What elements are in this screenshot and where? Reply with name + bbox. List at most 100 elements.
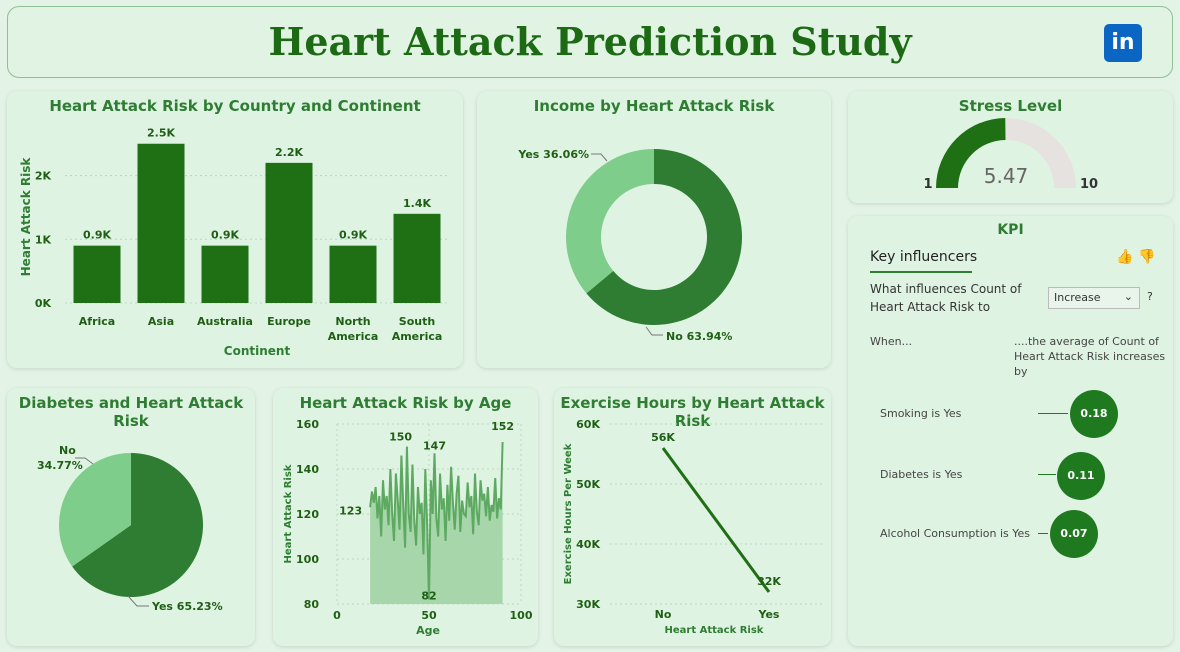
leader-line [127,595,149,607]
avg-label-line2: Heart Attack Risk increases [1014,350,1166,363]
influencer-label[interactable]: Alcohol Consumption is Yes [880,527,1031,540]
header-banner: Heart Attack Prediction Study in [7,6,1173,78]
gauge-min-label: 1 [923,177,932,192]
line-data-label: 32K [757,575,781,588]
bar [265,162,313,303]
bar [393,213,441,303]
pie-slice [72,453,203,597]
gauge-fill [936,118,1006,188]
data-label: 123 [339,504,362,517]
page-title: Heart Attack Prediction Study [268,19,912,64]
y-axis-title: Heart Attack Risk [19,157,33,277]
y-axis-title: Heart Attack Risk [283,464,294,563]
chevron-down-icon: ⌄ [1123,290,1133,303]
data-label: 82 [421,590,436,603]
y-tick-label: 140 [296,463,319,476]
y-tick-label: 100 [296,553,319,566]
gauge-max-label: 10 [1080,177,1098,192]
line-data-label: 56K [651,431,675,444]
help-icon[interactable]: ? [1147,290,1153,303]
x-axis-title: Heart Attack Risk [665,625,764,636]
x-tick-label: America [328,330,379,343]
pie-label-yes: Yes 65.23% [151,600,223,613]
bar [73,245,121,303]
x-axis-title: Age [416,624,440,637]
x-tick-label: 100 [510,609,533,622]
x-tick-label: Asia [148,315,174,328]
y-tick-label: 120 [296,508,319,521]
influencer-label[interactable]: Diabetes is Yes [880,468,963,481]
pie-slice [59,453,131,567]
y-tick-label: 160 [296,418,319,431]
influencer-bubble[interactable]: 0.18 [1070,390,1118,438]
donut-label-yes: Yes 36.06% [517,148,589,161]
when-label: When... [870,335,913,348]
leader-line [591,153,608,162]
avg-label-line1: ....the average of Count of [1014,335,1159,348]
data-label: 150 [389,431,412,444]
increase-dropdown[interactable]: Increase ⌄ [1048,287,1140,309]
country-chart-card: Heart Attack Risk by Country and Contine… [7,91,463,368]
y-tick-label: 80 [304,598,320,611]
thumbs-down-icon[interactable]: 👎 [1138,249,1156,265]
x-tick-label: Australia [197,315,253,328]
age-chart-title: Heart Attack Risk by Age [299,394,512,412]
bar-data-label: 2.2K [275,146,303,159]
y-tick-label: 30K [576,598,600,611]
kpi-card: KPI Key influencers 👍 👎 What influences … [848,216,1173,646]
country-chart-title: Heart Attack Risk by Country and Contine… [49,97,421,115]
exercise-line-chart: 30K 40K 50K 60K No 56K Yes 32K Exercise Hours Pe… [563,418,822,636]
data-label: 152 [491,420,514,433]
stress-gauge-title: Stress Level [958,97,1063,115]
gauge-value: 5.47 [984,164,1029,188]
donut-slice [566,149,654,294]
x-tick-label: 50 [421,609,437,622]
donut-slice [586,149,742,325]
influencer-arrow [1038,474,1056,475]
income-chart-card: Income by Heart Attack Risk No 63.94% Yes… [477,91,831,368]
pie-label-no: No [59,444,76,457]
x-tick-label: America [392,330,443,343]
age-chart-card: Heart Attack Risk by Age 80 100 120 140 160 0… [273,388,538,646]
stress-gauge: 5.47 1 10 [923,118,1098,192]
income-donut-chart: No 63.94% Yes 36.06% [517,148,742,343]
x-tick-label: Yes [758,608,780,621]
y-tick-label: 2K [35,170,52,183]
diabetes-pie-chart: Yes 65.23% No 34.77% [37,444,223,613]
income-chart-title: Income by Heart Attack Risk [533,97,775,115]
thumbs-up-icon[interactable]: 👍 [1116,249,1134,265]
influencer-bubble[interactable]: 0.07 [1050,510,1098,558]
y-tick-label: 50K [576,478,600,491]
donut-label-no: No 63.94% [666,330,732,343]
exercise-chart-card: Exercise Hours by Heart Attack Risk 30K 4… [554,388,831,646]
x-tick-label: North [335,315,370,328]
pie-label-no-pct: 34.77% [37,459,83,472]
influencer-arrow [1038,413,1068,414]
dropdown-value: Increase [1054,291,1101,304]
y-tick-label: 0K [35,297,52,310]
bar-data-label: 2.5K [147,127,175,140]
x-tick-label: Africa [79,315,115,328]
x-axis-title: Continent [224,344,291,358]
influencer-label[interactable]: Smoking is Yes [880,407,962,420]
age-area-chart: 80 100 120 140 160 0 50 100 123 150 147 82 152 Heart … [283,418,533,637]
kpi-question-line2: Heart Attack Risk to [870,300,991,314]
kpi-question-line1: What influences Count of [870,282,1022,296]
x-tick-label: No [655,608,672,621]
bar-data-label: 0.9K [83,229,111,242]
bar [329,245,377,303]
leader-line [75,457,94,465]
series-line [661,447,771,593]
x-tick-label: South [399,315,435,328]
key-influencers-tab[interactable]: Key influencers [870,249,978,265]
x-tick-label: 0 [333,609,341,622]
linkedin-icon[interactable]: in [1104,24,1142,62]
diabetes-chart-title: Diabetes and Heart Attack Risk [18,394,244,430]
bar-data-label: 0.9K [339,229,367,242]
x-tick-label: Europe [267,315,311,328]
leader-line [645,326,663,336]
data-label: 147 [423,439,446,452]
influencer-bubble[interactable]: 0.11 [1057,452,1105,500]
diabetes-chart-card: Diabetes and Heart Attack Risk Yes 65.23… [7,388,255,646]
